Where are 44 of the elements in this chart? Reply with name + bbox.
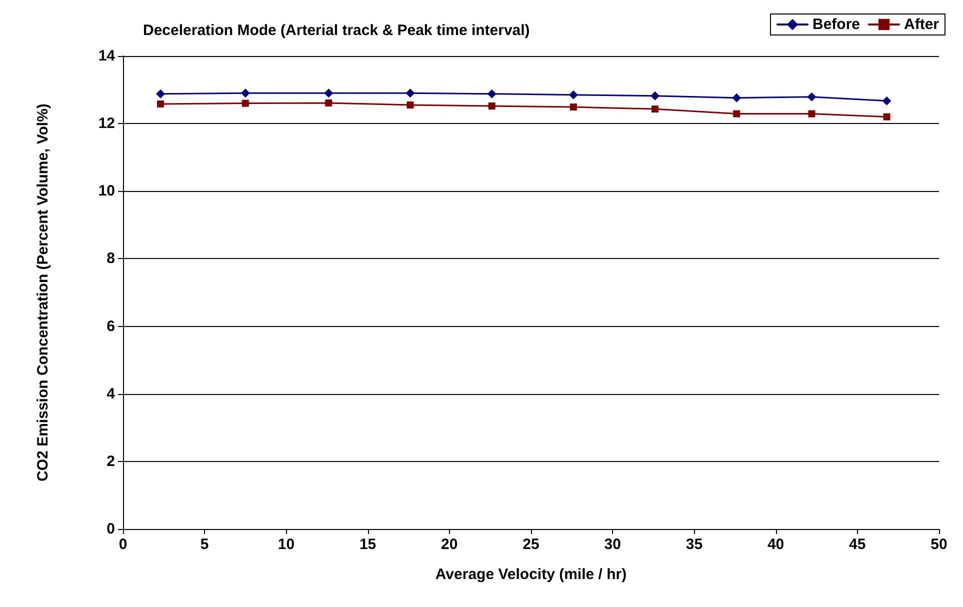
y-tick-label: 4 [106,385,116,402]
x-tick-label: 0 [118,536,128,553]
point [156,89,166,98]
y-tick-label: 2 [106,452,115,470]
y-tick-label: 12 [98,115,115,132]
x-tick-label: 50 [930,536,948,553]
x-tick-label: 5 [200,536,209,553]
point [733,110,740,118]
point [652,106,659,113]
x-tick-label: 20 [441,536,458,553]
x-axis-title: Average Velocity (mile / hr) [435,566,627,583]
point [808,110,816,118]
legend-label: After [904,16,940,33]
point [807,92,816,102]
point [157,100,164,108]
point [570,104,577,111]
point [242,100,249,107]
point [325,99,332,106]
chart-title: Deceleration Mode (Arterial track & Peak time interval) [143,22,530,39]
point [650,91,660,100]
point [240,88,250,98]
point [488,102,496,110]
point [732,93,742,102]
x-tick-label: 15 [359,536,376,553]
x-tick-label: 30 [604,536,621,553]
point [324,88,334,98]
point [568,90,578,100]
point [882,96,892,106]
y-axis-title: CO2 Emission Concentration (Percent Volume, Vol%) [34,104,52,482]
y-tick-label: 0 [106,520,115,538]
point [487,89,496,98]
point [406,101,414,108]
point [406,88,415,98]
y-tick-label: 8 [106,250,115,268]
y-tick-label: 10 [98,182,115,200]
x-tick-label: 45 [849,536,866,553]
x-tick-label: 25 [522,536,540,553]
y-tick-label: 14 [98,48,116,64]
x-tick-label: 10 [278,536,295,553]
legend-label: Before [812,16,860,33]
x-tick-label: 40 [767,536,784,553]
x-tick-label: 35 [686,536,703,553]
y-tick-label: 6 [106,318,115,335]
point [883,113,890,120]
